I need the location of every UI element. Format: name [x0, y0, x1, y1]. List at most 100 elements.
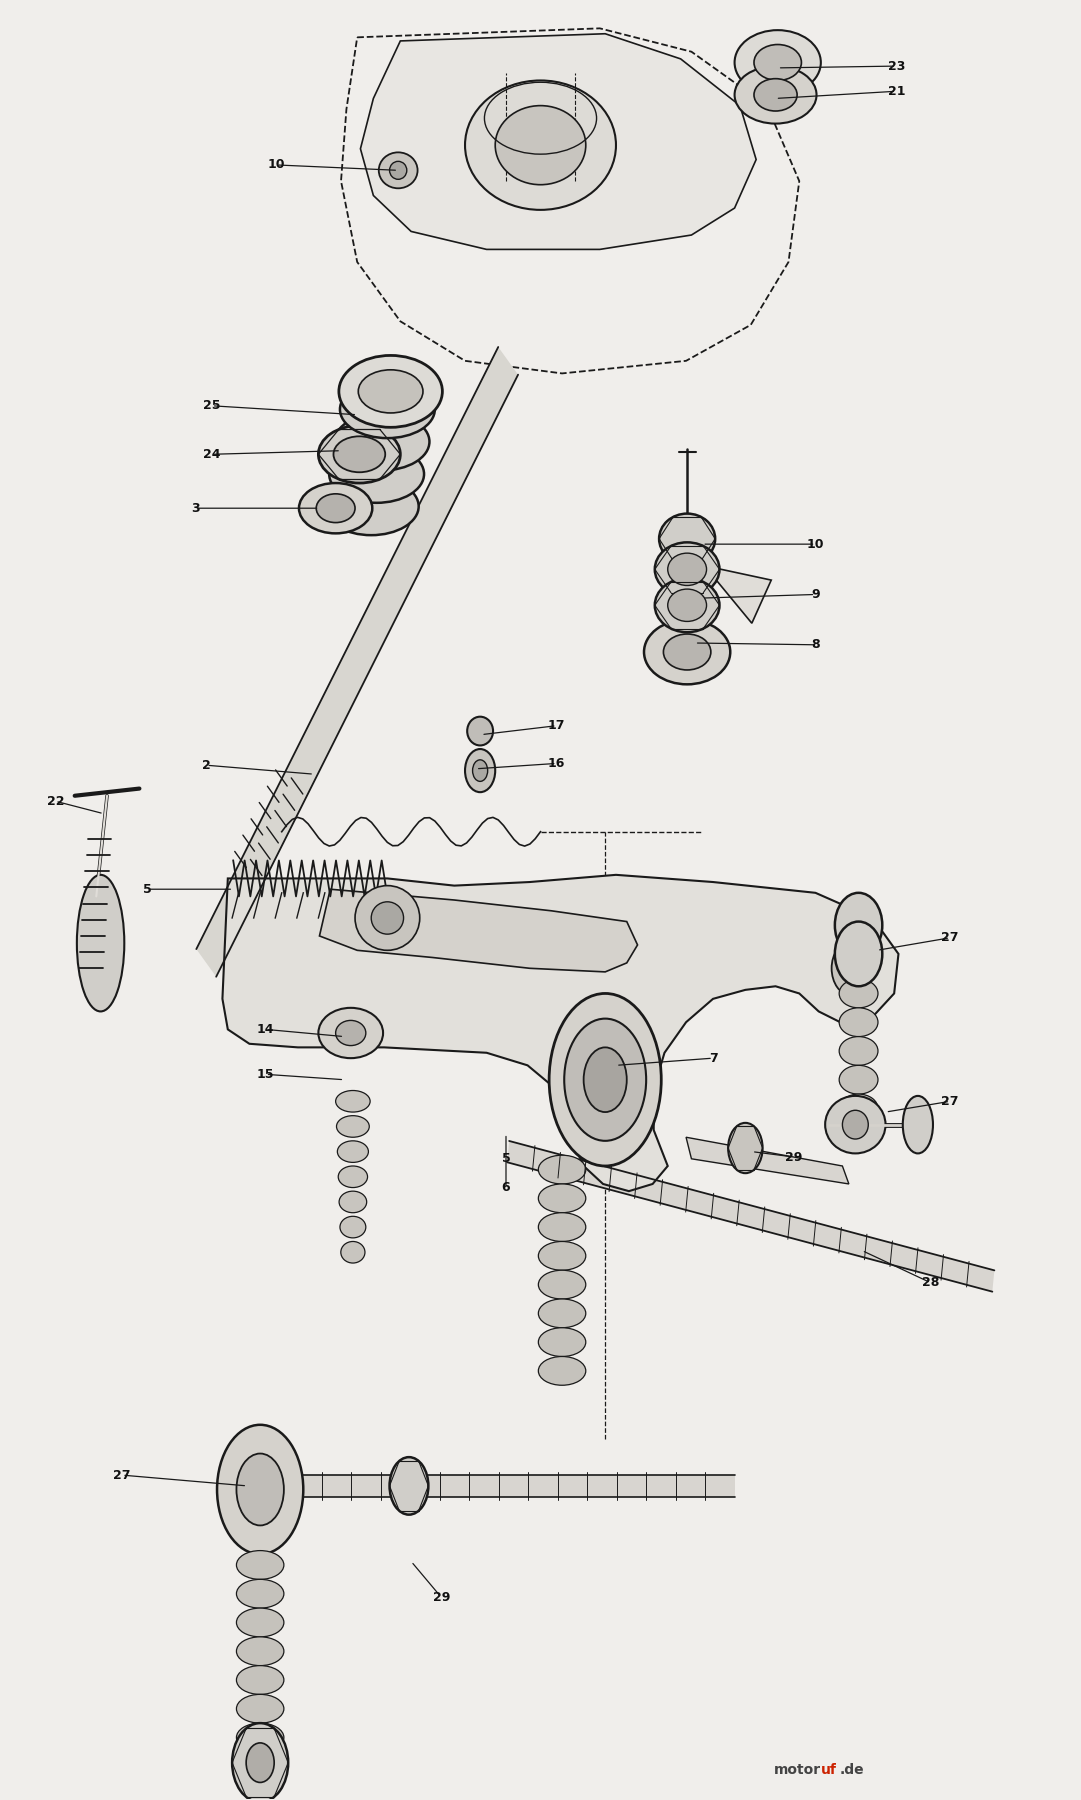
- Ellipse shape: [237, 1665, 284, 1694]
- Ellipse shape: [538, 1184, 586, 1213]
- Text: 29: 29: [785, 1150, 802, 1163]
- Ellipse shape: [232, 1723, 289, 1800]
- Ellipse shape: [339, 1217, 365, 1238]
- Text: 9: 9: [811, 589, 819, 601]
- Text: 8: 8: [811, 639, 819, 652]
- Ellipse shape: [839, 1094, 878, 1123]
- Polygon shape: [293, 1476, 735, 1496]
- Text: 3: 3: [191, 502, 200, 515]
- Ellipse shape: [389, 1458, 428, 1514]
- Ellipse shape: [668, 553, 707, 585]
- Ellipse shape: [237, 1636, 284, 1665]
- Text: 10: 10: [806, 538, 824, 551]
- Ellipse shape: [538, 1357, 586, 1386]
- Ellipse shape: [237, 1694, 284, 1723]
- Polygon shape: [197, 347, 518, 977]
- Text: 25: 25: [203, 400, 221, 412]
- Ellipse shape: [341, 1242, 365, 1264]
- Text: 5: 5: [502, 1152, 510, 1165]
- Ellipse shape: [903, 1096, 933, 1154]
- Ellipse shape: [77, 875, 124, 1012]
- Text: 27: 27: [114, 1469, 131, 1481]
- Polygon shape: [341, 29, 799, 373]
- Ellipse shape: [217, 1426, 304, 1553]
- Ellipse shape: [246, 1742, 275, 1782]
- Ellipse shape: [664, 634, 711, 670]
- Ellipse shape: [735, 67, 816, 124]
- Ellipse shape: [335, 1021, 365, 1046]
- Ellipse shape: [378, 153, 417, 189]
- Ellipse shape: [358, 369, 423, 412]
- Ellipse shape: [237, 1454, 284, 1525]
- Ellipse shape: [333, 436, 385, 472]
- Ellipse shape: [495, 106, 586, 185]
- Text: 22: 22: [46, 794, 64, 808]
- Ellipse shape: [655, 542, 720, 596]
- Ellipse shape: [825, 1096, 885, 1154]
- Text: 7: 7: [709, 1051, 718, 1064]
- Ellipse shape: [538, 1300, 586, 1328]
- Ellipse shape: [237, 1550, 284, 1579]
- Ellipse shape: [338, 1166, 368, 1188]
- Ellipse shape: [336, 1116, 370, 1138]
- Ellipse shape: [538, 1328, 586, 1357]
- Ellipse shape: [324, 477, 418, 535]
- Ellipse shape: [839, 979, 878, 1008]
- Ellipse shape: [839, 1123, 878, 1152]
- Ellipse shape: [317, 493, 355, 522]
- Text: 21: 21: [888, 85, 905, 97]
- Text: 5: 5: [143, 882, 151, 896]
- Text: 24: 24: [203, 448, 221, 461]
- Polygon shape: [686, 1138, 849, 1184]
- Text: 16: 16: [548, 758, 565, 770]
- Ellipse shape: [668, 589, 707, 621]
- Ellipse shape: [753, 45, 801, 81]
- Text: 27: 27: [942, 1094, 959, 1107]
- Text: 10: 10: [268, 158, 285, 171]
- Ellipse shape: [835, 922, 882, 986]
- Ellipse shape: [467, 716, 493, 745]
- Ellipse shape: [237, 1723, 284, 1751]
- Ellipse shape: [584, 1048, 627, 1112]
- Polygon shape: [507, 1141, 995, 1292]
- Text: motor: motor: [774, 1762, 820, 1777]
- Ellipse shape: [371, 902, 403, 934]
- Ellipse shape: [839, 1008, 878, 1037]
- Polygon shape: [705, 565, 771, 623]
- Ellipse shape: [839, 1037, 878, 1066]
- Ellipse shape: [330, 445, 424, 502]
- Ellipse shape: [842, 1111, 868, 1139]
- Ellipse shape: [831, 941, 870, 995]
- Text: 14: 14: [257, 1022, 275, 1037]
- Text: 6: 6: [502, 1181, 510, 1193]
- Ellipse shape: [564, 1019, 646, 1141]
- Text: 23: 23: [888, 59, 905, 72]
- Ellipse shape: [339, 380, 435, 437]
- Text: 29: 29: [432, 1591, 450, 1604]
- Text: 28: 28: [922, 1276, 939, 1289]
- Text: 27: 27: [942, 931, 959, 945]
- Ellipse shape: [538, 1242, 586, 1271]
- Ellipse shape: [339, 1192, 366, 1213]
- Ellipse shape: [549, 994, 662, 1166]
- Ellipse shape: [338, 355, 442, 427]
- Ellipse shape: [319, 1008, 383, 1058]
- Ellipse shape: [334, 412, 429, 470]
- Ellipse shape: [355, 886, 419, 950]
- Ellipse shape: [753, 79, 797, 112]
- Ellipse shape: [299, 482, 372, 533]
- Ellipse shape: [659, 513, 716, 563]
- Ellipse shape: [538, 1271, 586, 1300]
- Text: .de: .de: [839, 1762, 864, 1777]
- Ellipse shape: [538, 1156, 586, 1184]
- Ellipse shape: [735, 31, 820, 95]
- Ellipse shape: [389, 162, 406, 180]
- Ellipse shape: [319, 425, 400, 482]
- Ellipse shape: [538, 1213, 586, 1242]
- Text: uf: uf: [822, 1762, 837, 1777]
- Ellipse shape: [465, 81, 616, 211]
- Text: 2: 2: [202, 760, 211, 772]
- Ellipse shape: [237, 1607, 284, 1636]
- Ellipse shape: [655, 578, 720, 632]
- Ellipse shape: [835, 893, 882, 958]
